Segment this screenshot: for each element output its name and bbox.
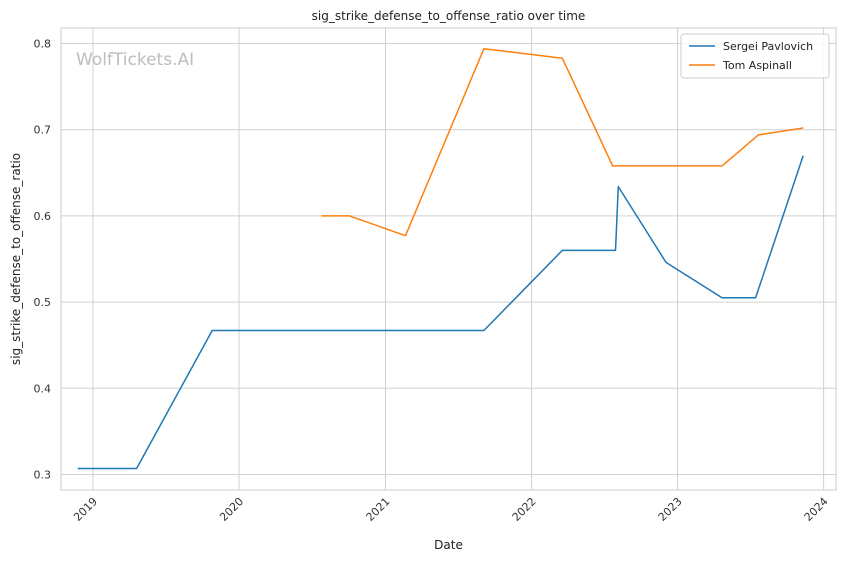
y-axis: 0.3 0.4 0.5 0.6 0.7 0.8: [34, 38, 52, 482]
x-tick-label: 2024: [802, 495, 831, 524]
y-tick-label: 0.6: [34, 210, 52, 223]
legend-label: Sergei Pavlovich: [723, 40, 813, 53]
series-line-sergei-pavlovich: [77, 155, 804, 470]
series-lines: [77, 47, 804, 470]
y-tick-label: 0.7: [34, 124, 52, 137]
x-tick-label: 2020: [217, 495, 246, 524]
x-tick-label: 2019: [71, 495, 100, 524]
x-axis: 2019 2020 2021 2022 2023 2024: [71, 495, 831, 524]
y-tick-label: 0.3: [34, 468, 52, 481]
legend-box: [680, 33, 830, 79]
y-axis-label: sig_strike_defense_to_offense_ratio: [9, 153, 23, 365]
legend-label: Tom Aspinall: [722, 59, 792, 72]
plot-area: [60, 27, 837, 491]
grid-lines: [61, 28, 836, 490]
x-tick-label: 2021: [364, 495, 393, 524]
y-tick-label: 0.4: [34, 382, 52, 395]
y-tick-label: 0.5: [34, 296, 52, 309]
watermark: WolfTickets.AI: [76, 50, 194, 70]
x-axis-label: Date: [434, 538, 463, 552]
x-tick-label: 2022: [510, 495, 539, 524]
y-tick-label: 0.8: [34, 38, 52, 51]
legend: Sergei Pavlovich Tom Aspinall: [680, 33, 830, 79]
chart-title: sig_strike_defense_to_offense_ratio over…: [312, 9, 586, 23]
series-line-tom-aspinall: [321, 47, 804, 237]
x-tick-label: 2023: [656, 495, 685, 524]
